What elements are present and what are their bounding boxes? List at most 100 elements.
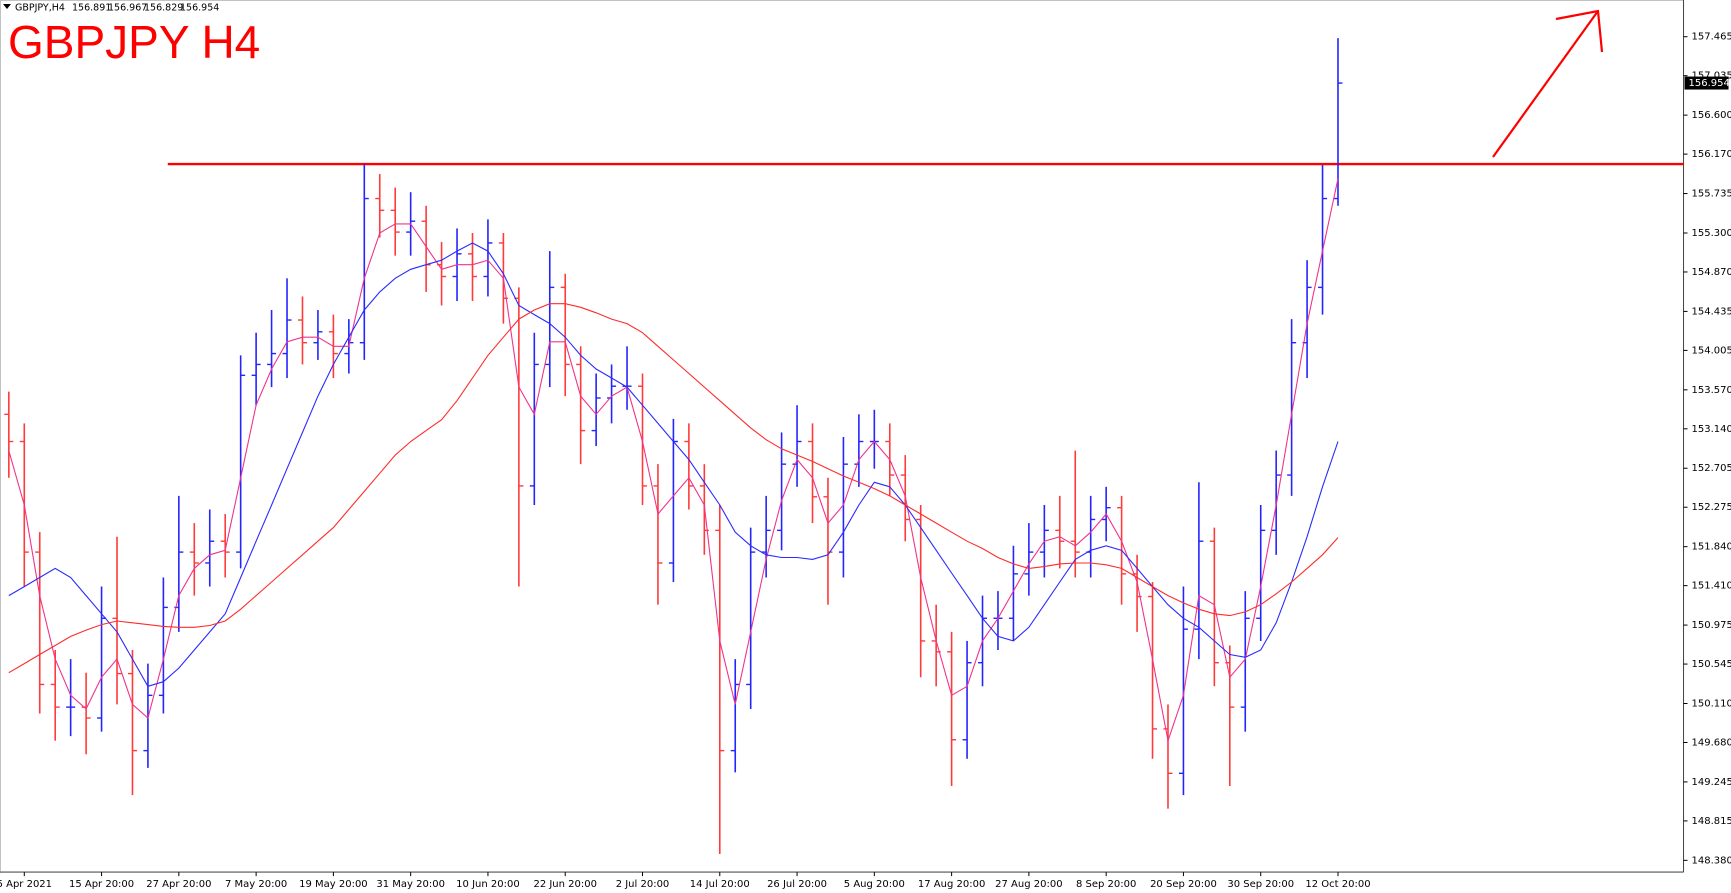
ohlc-bar [1055, 495, 1065, 569]
y-tick-label: 152.705 [1692, 463, 1731, 474]
header-value: 156.891 [72, 3, 111, 14]
x-tick-label: 22 Jun 20:00 [533, 879, 597, 890]
ohlc-bar [1132, 554, 1142, 632]
frame [0, 0, 1684, 873]
ohlc-bar [838, 436, 848, 578]
ohlc-bar [792, 405, 802, 487]
ohlc-bar [1086, 495, 1096, 578]
price-label-bg [1684, 76, 1729, 90]
x-tick-label: 7 May 20:00 [225, 879, 287, 890]
x-tick-label: 5 Apr 2021 [0, 879, 52, 890]
header-value: 156.954 [180, 3, 219, 14]
ohlc-bar [375, 174, 385, 238]
ohlc-bar [50, 650, 60, 741]
moving-average [8, 303, 1339, 674]
ohlc-bar [962, 640, 972, 759]
ohlc-bar [916, 504, 926, 678]
ohlc-bar [854, 414, 864, 487]
ohlc-bar [1163, 704, 1173, 809]
ohlc-bar [591, 373, 601, 447]
x-tick-label: 20 Sep 20:00 [1150, 879, 1217, 890]
ohlc-bar [761, 495, 771, 578]
y-tick-label: 153.140 [1692, 424, 1731, 435]
ohlc-bar [947, 631, 957, 786]
ohlc-bar [127, 650, 137, 796]
ohlc-bar [1008, 545, 1018, 641]
y-tick-label: 152.275 [1692, 502, 1731, 513]
ohlc-bar [1318, 164, 1328, 315]
ohlc-bar [668, 418, 678, 583]
x-tick-label: 19 May 20:00 [299, 879, 368, 890]
ohlc-bar [684, 423, 694, 510]
ohlc-bar [1240, 591, 1250, 732]
y-tick-label: 148.380 [1692, 855, 1731, 866]
ohlc-bar [189, 523, 199, 596]
ohlc-bar [437, 242, 447, 306]
x-tick-label: 26 Jul 20:00 [767, 879, 827, 890]
x-tick-label: 27 Apr 20:00 [146, 879, 211, 890]
ohlc-bar [1256, 504, 1266, 641]
y-tick-label: 149.245 [1692, 777, 1731, 788]
x-tick-label: 14 Jul 20:00 [690, 879, 750, 890]
ohlc-bar [730, 659, 740, 773]
ohlc-bar [220, 514, 230, 578]
ohlc-bar [1302, 260, 1312, 379]
ohlc-bar [560, 273, 570, 397]
price-label: 156.954 [1689, 78, 1730, 89]
x-tick-label: 30 Sep 20:00 [1227, 879, 1294, 890]
ohlc-bar [313, 310, 323, 360]
ohlc-bar [993, 591, 1003, 651]
y-tick-label: 151.410 [1692, 581, 1731, 592]
ohlc-bar [297, 296, 307, 365]
x-tick-label: 15 Apr 20:00 [69, 879, 134, 890]
ohlc-bar [607, 364, 617, 424]
y-tick-label: 157.465 [1692, 32, 1731, 43]
x-tick-label: 12 Oct 20:00 [1305, 879, 1370, 890]
ohlc-bar [576, 346, 586, 465]
ohlc-bar [638, 373, 648, 505]
y-tick-label: 148.815 [1692, 816, 1731, 827]
ohlc-bar [282, 278, 292, 379]
ohlc-bar [35, 532, 45, 714]
ohlc-bar [97, 586, 107, 732]
y-tick-label: 154.870 [1692, 267, 1731, 278]
ohlc-bar [467, 232, 477, 301]
ohlc-bar [1194, 482, 1204, 660]
y-tick-label: 156.170 [1692, 149, 1731, 160]
x-tick-label: 8 Sep 20:00 [1076, 879, 1136, 890]
ohlc-bar [653, 464, 663, 605]
y-tick-label: 150.975 [1692, 620, 1731, 631]
y-tick-label: 150.110 [1692, 699, 1731, 710]
ohlc-bar [1024, 523, 1034, 596]
ohlc-bar [174, 495, 184, 632]
y-tick-label: 154.435 [1692, 306, 1731, 317]
ohlc-bar [715, 504, 725, 854]
y-tick-label: 150.545 [1692, 659, 1731, 670]
ohlc-bar [545, 251, 555, 388]
ohlc-bar [746, 527, 756, 709]
ohlc-bar [808, 423, 818, 524]
x-tick-label: 17 Aug 20:00 [918, 879, 985, 890]
ohlc-bar [66, 659, 76, 737]
arrow [1492, 9, 1604, 158]
moving-average [8, 178, 1339, 743]
ohlc-bar [205, 509, 215, 587]
ohlc-bar [1225, 645, 1235, 786]
ohlc-bar [514, 287, 524, 587]
y-tick-label: 155.300 [1692, 228, 1731, 239]
ohlc-bar [1178, 586, 1188, 796]
header-value: 156.829 [144, 3, 183, 14]
y-tick-label: 156.600 [1692, 110, 1731, 121]
moving-average [8, 242, 1339, 687]
y-tick-label: 157.035 [1692, 71, 1731, 82]
ohlc-bar [1287, 319, 1297, 496]
menu-glyph [3, 4, 11, 9]
x-tick-label: 31 May 20:00 [376, 879, 445, 890]
ohlc-bar [529, 332, 539, 505]
y-tick-label: 155.735 [1692, 189, 1731, 200]
ohlc-bar [236, 355, 246, 569]
header-symbol: GBPJPY,H4 [15, 3, 65, 14]
y-tick-label: 151.840 [1692, 542, 1731, 553]
